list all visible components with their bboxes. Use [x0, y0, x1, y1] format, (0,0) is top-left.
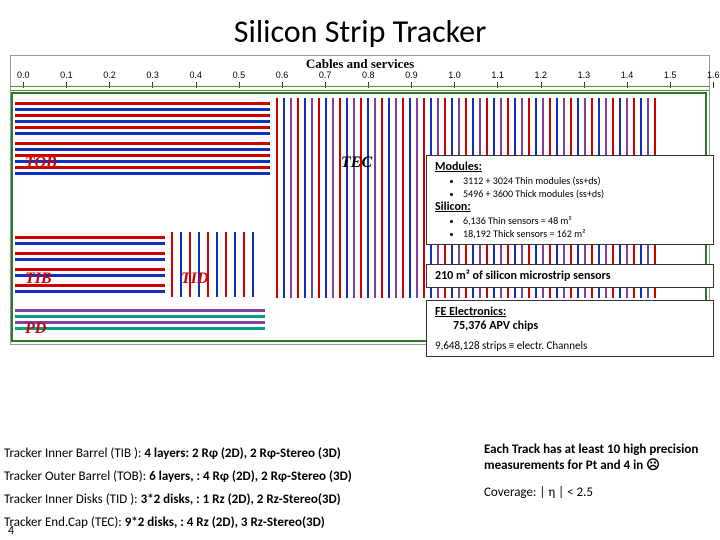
silicon-heading: Silicon: [435, 200, 471, 214]
chips-count: 75,376 APV chips [453, 319, 538, 333]
ruler-tick: 1.0 [448, 70, 461, 80]
modules-heading: Modules: [435, 160, 482, 174]
page-title: Silicon Strip Tracker [0, 0, 720, 55]
spec-label: Tracker Outer Barrel (TOB): [4, 469, 146, 484]
tib-label: TIB [25, 270, 52, 288]
electronics-heading: FE Electronics: [435, 305, 506, 319]
spec-label: Tracker Inner Barrel (TIB ): [4, 446, 141, 461]
ruler-tick: 0.0 [17, 70, 30, 80]
spec-label: Tracker Inner Disks (TID ): [4, 492, 138, 507]
spec-table: Tracker Inner Barrel (TIB ): 4 layers: 2… [4, 442, 474, 534]
spec-value: 9*2 disks, : 4 Rz (2D), 3 Rz-Stereo(3D) [125, 515, 325, 530]
coverage-top: Each Track has at least 10 high precisio… [484, 442, 704, 473]
ruler: 0.0 0.1 0.2 0.3 0.4 0.5 0.6 0.7 0.8 0.9 1.0 1.1 1.2 1… [11, 70, 709, 92]
tob-label: TOB [25, 154, 57, 172]
spec-row: Tracker Inner Disks (TID ): 3*2 disks, :… [4, 492, 474, 507]
silicon-item: 18,192 Thick sensors = 162 m² [463, 227, 705, 240]
modules-box: Modules: 3112 + 3024 Thin modules (ss+ds… [426, 155, 714, 245]
sensors-box: 210 m² of silicon microstrip sensors [426, 264, 714, 288]
ruler-tick: 1.5 [664, 70, 677, 80]
tid-label: TID [181, 270, 209, 288]
ruler-tick: 1.3 [578, 70, 591, 80]
strips-count: 9,648,128 strips ≡ electr. Channels [435, 339, 705, 352]
modules-item: 3112 + 3024 Thin modules (ss+ds) [463, 174, 705, 187]
modules-item: 5496 + 3600 Thick modules (ss+ds) [463, 187, 705, 200]
ruler-tick: 1.2 [535, 70, 548, 80]
electronics-box: FE Electronics: 75,376 APV chips 9,648,1… [426, 300, 714, 357]
coverage-line: Coverage: | η | < 2.5 [484, 485, 704, 500]
ruler-tick: 0.8 [362, 70, 375, 80]
pd-region [15, 307, 265, 335]
coverage-box: Each Track has at least 10 high precisio… [484, 442, 704, 534]
tob-region [15, 98, 270, 208]
ruler-tick: 0.4 [190, 70, 203, 80]
pd-label: PD [25, 320, 46, 338]
ruler-tick: 1.1 [491, 70, 504, 80]
page-number: 4 [8, 524, 14, 538]
ruler-tick: 0.6 [276, 70, 289, 80]
tec-label: TEC [341, 154, 372, 172]
spec-row: Tracker Inner Barrel (TIB ): 4 layers: 2… [4, 446, 474, 461]
spec-row: Tracker Outer Barrel (TOB): 6 layers, : … [4, 469, 474, 484]
spec-value: 4 layers: 2 Rφ (2D), 2 Rφ-Stereo (3D) [144, 446, 340, 461]
lower-section: Tracker Inner Barrel (TIB ): 4 layers: 2… [4, 442, 714, 534]
spec-label: Tracker End.Cap (TEC): [4, 515, 122, 530]
spec-value: 3*2 disks, : 1 Rz (2D), 2 Rz-Stereo(3D) [141, 492, 341, 507]
silicon-item: 6,136 Thin sensors = 48 m² [463, 214, 705, 227]
ruler-tick: 0.1 [60, 70, 73, 80]
silicon-list: 6,136 Thin sensors = 48 m² 18,192 Thick … [463, 214, 705, 240]
ruler-tick: 0.7 [319, 70, 332, 80]
ruler-tick: 0.2 [103, 70, 116, 80]
spec-value: 6 layers, : 4 Rφ (2D), 2 Rφ-Stereo (3D) [149, 469, 352, 484]
ruler-tick: 0.3 [146, 70, 159, 80]
ruler-tick: 1.4 [621, 70, 634, 80]
sensors-line: 210 m² of silicon microstrip sensors [435, 269, 611, 283]
spec-row: Tracker End.Cap (TEC): 9*2 disks, : 4 Rz… [4, 515, 474, 530]
ruler-tick: 0.9 [405, 70, 418, 80]
ruler-tick: 1.6 [707, 70, 720, 80]
modules-list: 3112 + 3024 Thin modules (ss+ds) 5496 + … [463, 174, 705, 200]
ruler-tick: 0.5 [233, 70, 246, 80]
